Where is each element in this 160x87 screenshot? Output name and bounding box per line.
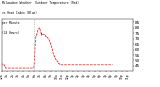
Text: Milwaukee Weather  Outdoor Temperature (Red): Milwaukee Weather Outdoor Temperature (R… (2, 1, 79, 5)
Text: per Minute: per Minute (2, 21, 19, 25)
Text: vs Heat Index (Blue): vs Heat Index (Blue) (2, 11, 37, 15)
Text: (24 Hours): (24 Hours) (2, 31, 19, 35)
